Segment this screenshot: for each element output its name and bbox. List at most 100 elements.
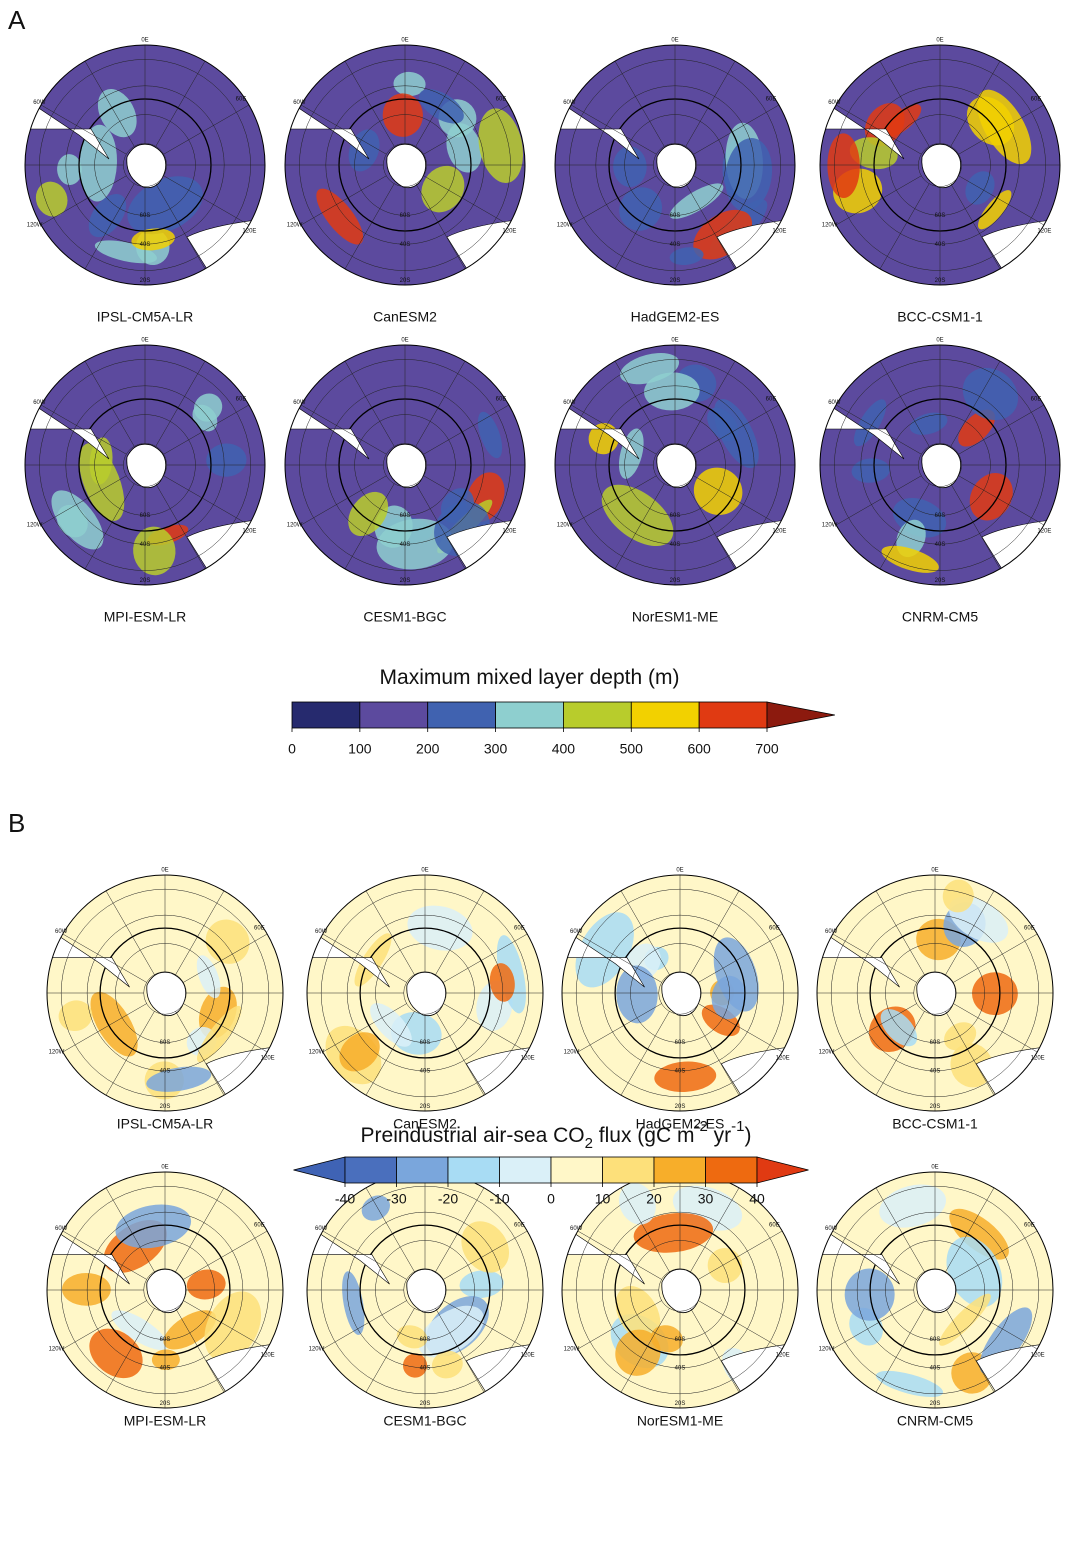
colorbar-tick-label: -20 <box>438 1191 458 1207</box>
grid-label: 60E <box>496 97 507 103</box>
map-pattern <box>133 526 176 576</box>
map-pattern <box>127 176 203 235</box>
map-border <box>284 44 526 286</box>
graticule <box>835 175 922 226</box>
grid-label: 60E <box>254 1223 265 1229</box>
graticule <box>175 1308 225 1393</box>
grid-label: 60W <box>55 929 68 935</box>
map-border <box>554 344 796 586</box>
graticule <box>163 175 250 226</box>
graticule <box>690 1187 740 1272</box>
grid-label: 120W <box>819 1347 835 1353</box>
title-part: flux (gC m <box>593 1124 695 1147</box>
grid-label: 0E <box>931 868 938 874</box>
graticule <box>344 183 395 270</box>
antarctica <box>921 143 962 189</box>
continent <box>307 1224 390 1285</box>
map-pattern <box>669 183 724 219</box>
grid-label: 40S <box>670 542 681 548</box>
antarctica <box>126 443 167 489</box>
graticule <box>690 890 740 975</box>
map-border <box>816 874 1054 1112</box>
graticule <box>832 933 917 983</box>
graticule <box>570 475 657 526</box>
model-label: CanESM2 <box>373 309 437 325</box>
grid-label: 60W <box>33 100 46 106</box>
map-pattern <box>196 955 221 999</box>
antarctica <box>386 443 427 489</box>
map-pattern <box>950 1043 993 1088</box>
grid-label: 60W <box>315 929 328 935</box>
graticule <box>570 404 657 455</box>
colorbar-box <box>344 1156 397 1184</box>
graticule <box>614 183 665 270</box>
graticule <box>183 1003 268 1053</box>
graticule <box>693 104 780 155</box>
grid-label: 120W <box>822 523 838 529</box>
grid-label: 120W <box>27 223 43 229</box>
grid-label: 40S <box>160 1068 171 1074</box>
graticule <box>570 175 657 226</box>
grid-label: 40S <box>930 1365 941 1371</box>
graticule <box>40 475 127 526</box>
grid-label: 120E <box>1037 529 1051 535</box>
antarctica <box>916 971 957 1017</box>
graticule <box>105 1011 155 1096</box>
grid-label: 40S <box>420 1068 431 1074</box>
graticule <box>945 1011 995 1096</box>
map-pattern <box>192 404 218 432</box>
grid-label: 60S <box>140 213 151 219</box>
map-border <box>24 44 266 286</box>
map-field <box>285 345 525 585</box>
graticule <box>155 483 206 570</box>
antarctica <box>406 1268 447 1314</box>
colorbar-box <box>602 1156 655 1184</box>
grid-label: 120W <box>557 523 573 529</box>
model-label: IPSL-CM5A-LR <box>117 1116 213 1132</box>
model-label: CanESM2 <box>393 1116 457 1132</box>
graticule <box>423 175 510 226</box>
model-label: CESM1-BGC <box>363 609 446 625</box>
grid-label: 40S <box>140 542 151 548</box>
map-border <box>284 344 526 586</box>
graticule <box>698 933 783 983</box>
graticule <box>620 1187 670 1272</box>
graticule <box>953 1230 1038 1280</box>
map-pattern <box>88 193 127 238</box>
map-pattern <box>79 124 117 202</box>
colorbar-tick-label: 20 <box>646 1191 662 1207</box>
graticule <box>344 360 395 447</box>
map-pattern <box>977 89 1032 165</box>
grid-label: 120E <box>242 529 256 535</box>
grid-label: 20S <box>160 1104 171 1110</box>
graticule <box>950 183 1001 270</box>
graticule <box>690 1308 740 1393</box>
graticule <box>879 183 930 270</box>
map-pattern <box>418 89 464 124</box>
antarctica <box>921 443 962 489</box>
grid-label: 60W <box>828 100 841 106</box>
graticule <box>443 1300 528 1350</box>
grid-label: 40S <box>930 1068 941 1074</box>
colorbar-tick-label: 700 <box>755 741 779 757</box>
graticule <box>435 1187 485 1272</box>
colorbar-tick-label: 200 <box>416 741 440 757</box>
colorbar-box <box>499 1156 552 1184</box>
grid-label: 60W <box>55 1226 68 1232</box>
colorbar-box <box>698 701 768 729</box>
model-label: CESM1-BGC <box>383 1413 466 1429</box>
map-pattern <box>163 1310 217 1350</box>
graticule <box>945 890 995 975</box>
map-pattern <box>370 1003 412 1047</box>
map-pattern <box>707 1248 743 1284</box>
grid-label: 20S <box>400 578 411 584</box>
polar-map: 0E 60E 120E 60W 120W 60S 40S 20S <box>816 868 1054 1112</box>
map-pattern <box>131 228 175 251</box>
graticule <box>620 1011 670 1096</box>
grid-label: 120W <box>309 1050 325 1056</box>
map-pattern <box>978 190 1012 230</box>
graticule <box>690 1011 740 1096</box>
grid-label: 60W <box>293 400 306 406</box>
graticule <box>614 60 665 147</box>
grid-label: 60E <box>496 397 507 403</box>
